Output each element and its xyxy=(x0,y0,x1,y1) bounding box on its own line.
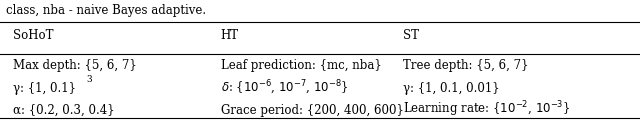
Text: α: {0.2, 0.3, 0.4}: α: {0.2, 0.3, 0.4} xyxy=(13,104,115,117)
Text: γ: {1, 0.1, 0.01}: γ: {1, 0.1, 0.01} xyxy=(403,82,500,95)
Text: ST: ST xyxy=(403,29,419,42)
Text: HT: HT xyxy=(221,29,239,42)
Text: Max depth: {5, 6, 7}: Max depth: {5, 6, 7} xyxy=(13,59,136,72)
Text: Learning rate: {$10^{-2}$, $10^{-3}$}: Learning rate: {$10^{-2}$, $10^{-3}$} xyxy=(403,100,571,119)
Text: Tree depth: {5, 6, 7}: Tree depth: {5, 6, 7} xyxy=(403,59,529,72)
Text: Leaf prediction: {mc, nba}: Leaf prediction: {mc, nba} xyxy=(221,59,381,72)
Text: Grace period: {200, 400, 600}: Grace period: {200, 400, 600} xyxy=(221,104,404,117)
Text: SoHoT: SoHoT xyxy=(13,29,53,42)
Text: 3: 3 xyxy=(86,75,92,84)
Text: $\delta$: {$10^{-6}$, $10^{-7}$, $10^{-8}$}: $\delta$: {$10^{-6}$, $10^{-7}$, $10^{-8… xyxy=(221,79,349,97)
Text: γ: {1, 0.1}: γ: {1, 0.1} xyxy=(13,82,76,95)
Text: class, nba - naive Bayes adaptive.: class, nba - naive Bayes adaptive. xyxy=(6,4,207,17)
